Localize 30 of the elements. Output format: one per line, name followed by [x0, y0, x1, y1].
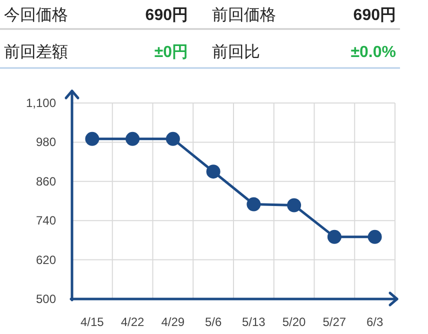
- y-tick-label: 500: [36, 292, 56, 306]
- point: [126, 132, 140, 146]
- text: 690円: [353, 7, 396, 24]
- text: 前回比: [212, 43, 260, 61]
- point: [166, 132, 180, 146]
- point: [246, 197, 261, 212]
- point: [368, 230, 382, 244]
- point: [327, 230, 342, 244]
- x-tick-label: 5/20: [282, 315, 306, 329]
- y-tick-label: 860: [36, 174, 56, 188]
- x-tick-label: 4/22: [120, 315, 145, 329]
- text: ±0円: [154, 44, 188, 61]
- point: [206, 164, 220, 179]
- y-tick-label: 620: [36, 252, 56, 267]
- text: 690円: [145, 7, 188, 24]
- text: 今回価格: [4, 7, 68, 24]
- x-tick-label: 5/27: [322, 315, 346, 329]
- x-tick-label: 5/6: [204, 315, 222, 329]
- y-tick-label: 1,100: [26, 96, 56, 110]
- y-tick-label: 980: [36, 135, 56, 150]
- point: [287, 198, 302, 212]
- point: [85, 132, 100, 146]
- text: 前回価格: [212, 6, 276, 24]
- x-tick-label: 4/29: [161, 315, 185, 329]
- x-tick-label: 4/15: [80, 315, 104, 329]
- y-tick-label: 740: [36, 214, 56, 228]
- text: ±0.0%: [350, 44, 396, 61]
- x-tick-label: 6/3: [366, 315, 384, 329]
- x-tick-label: 5/13: [242, 315, 266, 329]
- text: 前回差額: [4, 43, 68, 61]
